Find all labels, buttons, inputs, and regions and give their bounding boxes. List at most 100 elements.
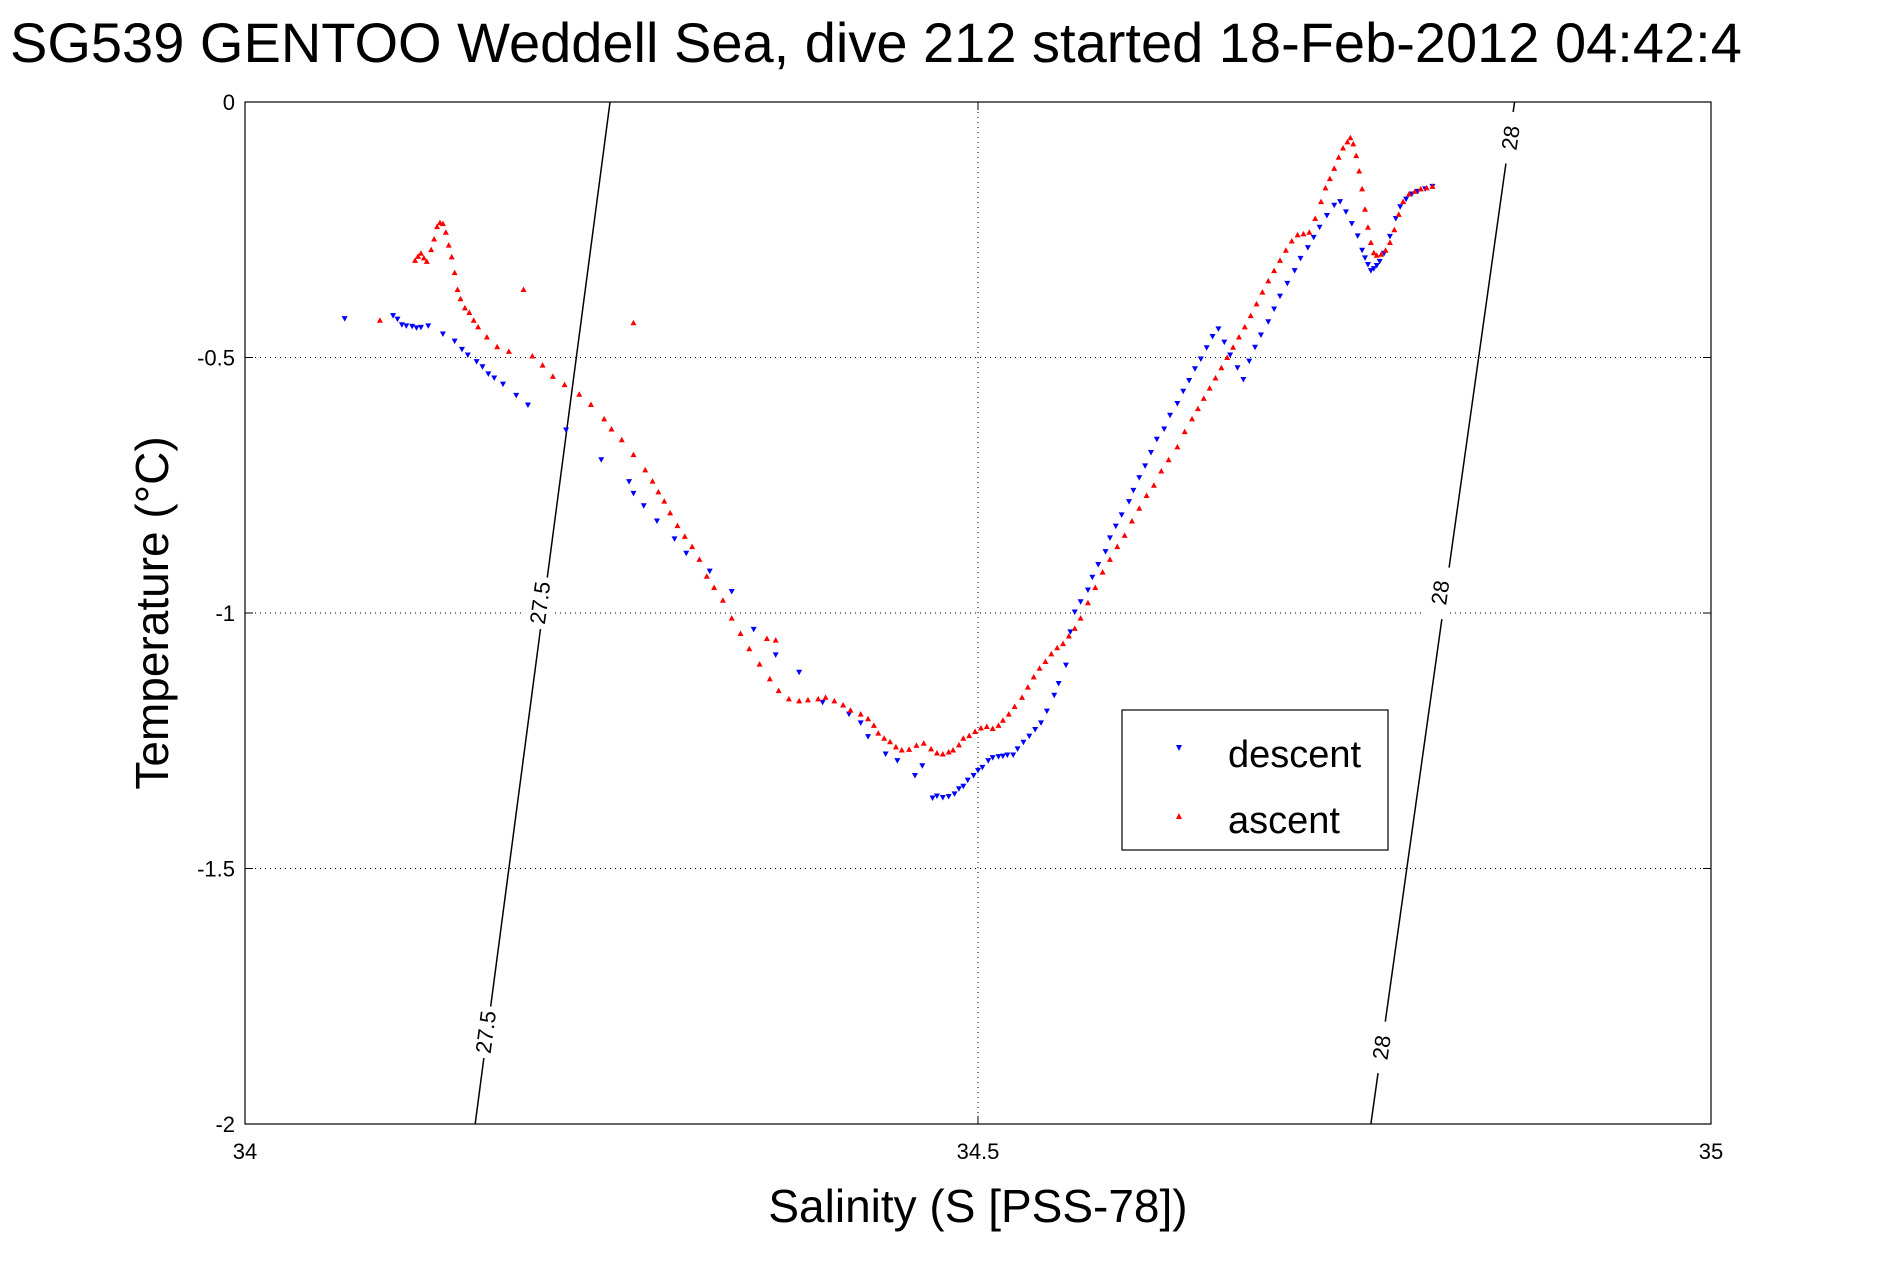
ascent-point bbox=[875, 730, 882, 736]
ascent-point bbox=[1042, 658, 1049, 665]
descent-point bbox=[1203, 345, 1210, 351]
descent-point bbox=[439, 331, 446, 337]
ascent-point bbox=[913, 742, 920, 748]
ascent-point bbox=[920, 740, 927, 746]
descent-point bbox=[398, 322, 405, 328]
descent-point bbox=[1397, 204, 1404, 210]
ascent-point bbox=[466, 309, 473, 316]
ascent-point bbox=[939, 751, 946, 757]
descent-point bbox=[1227, 352, 1234, 358]
ascent-point bbox=[728, 615, 735, 621]
ascent-point bbox=[1353, 152, 1360, 159]
ascent-point bbox=[898, 746, 905, 753]
ascent-point bbox=[865, 715, 872, 722]
descent-point bbox=[1370, 266, 1377, 272]
descent-point bbox=[1354, 233, 1361, 239]
ascent-point bbox=[955, 741, 962, 748]
ascent-point bbox=[618, 436, 625, 443]
descent-point bbox=[1142, 463, 1149, 469]
ascent-point bbox=[1174, 443, 1181, 450]
ascent-point bbox=[950, 746, 957, 753]
descent-point bbox=[919, 763, 926, 769]
descent-point bbox=[1359, 247, 1366, 254]
y-tick-label: 0 bbox=[223, 90, 235, 115]
ascent-point bbox=[815, 695, 822, 702]
descent-point bbox=[403, 323, 410, 329]
ascent-point bbox=[1288, 237, 1295, 244]
ascent-point bbox=[1406, 190, 1413, 197]
descent-point bbox=[933, 793, 940, 799]
descent-point bbox=[929, 795, 936, 801]
ascent-point bbox=[1391, 226, 1398, 233]
ascent-point bbox=[703, 573, 710, 579]
contour-label: 27.5 bbox=[471, 1009, 501, 1055]
descent-point bbox=[1276, 293, 1283, 300]
contour-label-bg bbox=[523, 575, 556, 631]
ascent-point bbox=[674, 522, 681, 529]
ascent-point bbox=[1400, 198, 1407, 205]
ascent-point bbox=[445, 242, 452, 248]
ascent-point bbox=[1423, 184, 1430, 191]
chart-title: SG539 GENTOO Weddell Sea, dive 212 start… bbox=[10, 11, 1742, 74]
ascent-point bbox=[1340, 144, 1347, 151]
descent-point bbox=[653, 518, 660, 525]
density-contours: 27.5 27.5 28 28 28 bbox=[469, 101, 1527, 1125]
ascent-point bbox=[1271, 267, 1278, 274]
ascent-point bbox=[966, 732, 973, 739]
ascent-point bbox=[423, 258, 430, 264]
ascent-point bbox=[1312, 215, 1319, 222]
ascent-point bbox=[1136, 505, 1143, 511]
series-descent bbox=[341, 183, 1436, 801]
ascent-point bbox=[1294, 231, 1301, 238]
descent-point bbox=[1062, 662, 1069, 669]
descent-point bbox=[1386, 233, 1393, 240]
descent-point bbox=[999, 753, 1006, 760]
contour-label-bg bbox=[469, 1004, 502, 1060]
descent-point bbox=[479, 364, 486, 370]
descent-point bbox=[1316, 224, 1323, 231]
descent-point bbox=[1089, 574, 1096, 581]
descent-point bbox=[1043, 708, 1050, 715]
ascent-point bbox=[549, 373, 556, 379]
x-axis-label: Salinity (S [PSS-78]) bbox=[768, 1180, 1187, 1232]
ascent-point bbox=[1099, 569, 1106, 575]
descent-point bbox=[563, 427, 570, 434]
ascent-point bbox=[1382, 247, 1389, 253]
ascent-point bbox=[451, 269, 458, 276]
descent-point bbox=[1252, 344, 1259, 351]
descent-point bbox=[960, 783, 967, 790]
descent-point bbox=[1130, 487, 1137, 494]
ascent-point bbox=[1143, 492, 1150, 498]
ascent-point bbox=[796, 697, 803, 704]
descent-point bbox=[951, 791, 958, 797]
y-tick-label: -0.5 bbox=[197, 346, 235, 371]
descent-point bbox=[1246, 358, 1253, 365]
ascent-point bbox=[840, 701, 847, 708]
descent-point bbox=[1265, 319, 1272, 325]
ascent-point bbox=[630, 319, 637, 326]
ascent-point bbox=[1092, 584, 1099, 590]
descent-point bbox=[1234, 365, 1241, 371]
ascent-point bbox=[1395, 211, 1402, 217]
y-tick-label: -1.5 bbox=[197, 857, 235, 882]
ascent-point bbox=[630, 451, 637, 458]
ascent-point bbox=[1084, 599, 1091, 606]
ascent-point bbox=[1370, 249, 1377, 256]
ascent-point bbox=[1344, 138, 1351, 145]
descent-point bbox=[473, 359, 480, 365]
y-tick-label: -2 bbox=[215, 1112, 235, 1137]
ascent-point bbox=[1128, 518, 1135, 524]
ascent-point bbox=[906, 746, 913, 752]
ascent-point bbox=[1011, 703, 1018, 710]
ascent-point bbox=[520, 286, 527, 293]
ascent-point bbox=[746, 645, 753, 652]
ascent-point bbox=[881, 735, 888, 741]
descent-point bbox=[1077, 599, 1084, 605]
ascent-point bbox=[1189, 415, 1196, 422]
descent-point bbox=[964, 777, 971, 784]
y-tick-label: -1 bbox=[215, 601, 235, 626]
descent-point bbox=[1342, 209, 1349, 215]
descent-point bbox=[1032, 727, 1039, 733]
descent-point bbox=[417, 324, 424, 331]
ascent-point bbox=[442, 229, 449, 235]
